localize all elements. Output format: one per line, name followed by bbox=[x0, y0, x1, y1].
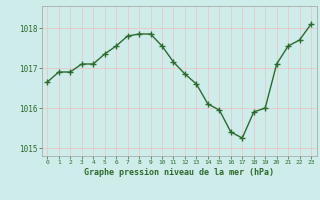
X-axis label: Graphe pression niveau de la mer (hPa): Graphe pression niveau de la mer (hPa) bbox=[84, 168, 274, 177]
